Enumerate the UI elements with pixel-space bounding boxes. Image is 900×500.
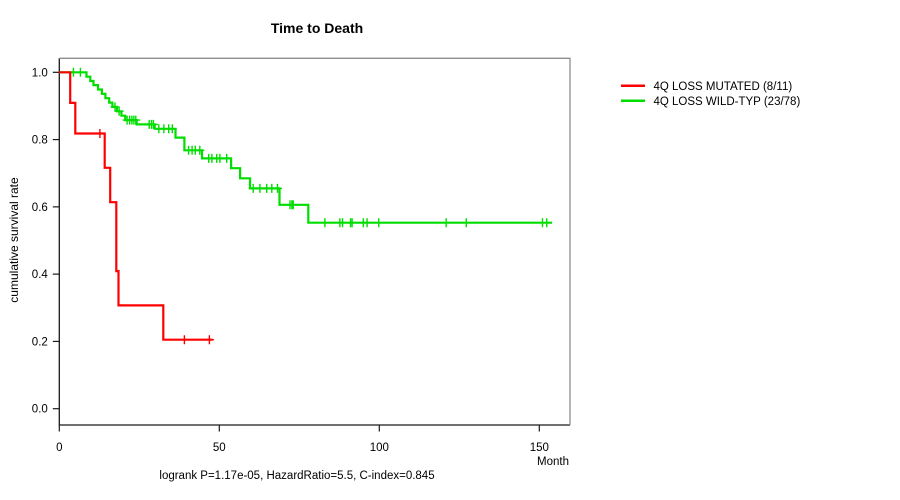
censor-marks-wild-typ xyxy=(68,67,552,228)
statistics-annotation: logrank P=1.17e-05, HazardRatio=5.5, C-i… xyxy=(159,470,435,482)
y-axis-tick-label: 0.6 xyxy=(32,202,48,214)
axis-lines xyxy=(58,58,570,426)
survival-curve-wild-typ xyxy=(59,71,553,224)
y-axis-tick-label: 1.0 xyxy=(32,67,48,79)
x-axis-tick-label: 150 xyxy=(530,442,549,454)
y-axis-tick-label: 0.2 xyxy=(32,336,48,348)
censor-marks-mutated xyxy=(95,129,214,345)
plot-title: Time to Death xyxy=(270,20,364,36)
legend-label: 4Q LOSS MUTATED (8/11) xyxy=(654,81,793,93)
y-axis-tick-label: 0.4 xyxy=(32,269,49,281)
x-axis-unit-label: Month xyxy=(537,456,569,468)
survival-curve-mutated xyxy=(59,71,213,341)
x-axis-tick-label: 50 xyxy=(213,442,226,454)
x-axis-tick-label: 100 xyxy=(370,442,389,454)
x-axis-tick-label: 0 xyxy=(56,442,62,454)
legend-label: 4Q LOSS WILD-TYP (23/78) xyxy=(654,96,801,108)
plot-area-border xyxy=(59,57,571,425)
y-axis-tick-label: 0.8 xyxy=(32,135,48,147)
y-axis-label: cumulative survival rate xyxy=(7,177,21,303)
y-axis-tick-label: 0.0 xyxy=(32,404,48,416)
